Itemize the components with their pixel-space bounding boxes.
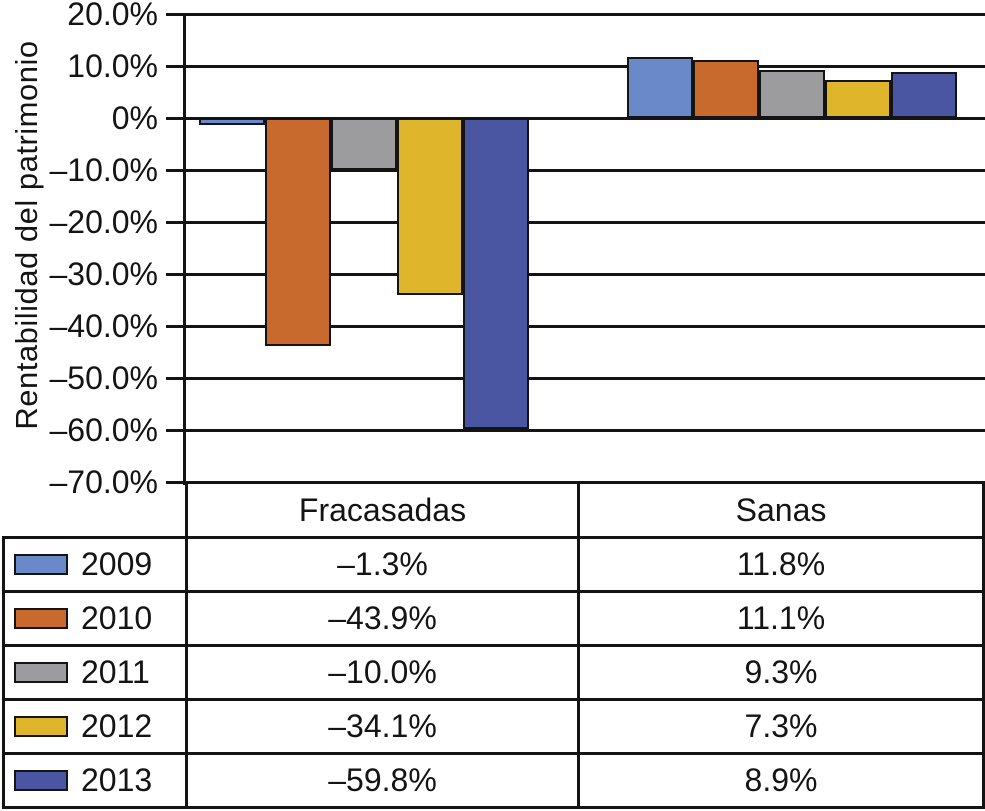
y-tick-mark	[166, 168, 183, 172]
legend-year-label: 2011	[81, 654, 150, 690]
bar-2011-fracasadas	[331, 118, 397, 170]
bar-2011-sanas	[759, 69, 825, 118]
cell-2010-fracasadas: –43.9%	[185, 590, 580, 647]
cell-2011-fracasadas: –10.0%	[185, 644, 580, 701]
legend-cell-2013: 2013	[2, 752, 188, 809]
legend-cell-2010: 2010	[2, 590, 188, 647]
y-tick-mark	[166, 428, 183, 432]
y-tick-label: 20.0%	[67, 0, 158, 32]
legend-cell-2009: 2009	[2, 536, 188, 593]
legend-year-label: 2012	[81, 708, 153, 744]
cell-2013-fracasadas: –59.8%	[185, 752, 580, 809]
bar-2012-fracasadas	[397, 118, 463, 296]
gridline-20	[183, 12, 985, 16]
legend-swatch-2009-icon	[14, 554, 68, 575]
table-row-2013: 2013 –59.8% 8.9%	[2, 752, 985, 809]
y-tick-mark	[166, 272, 183, 276]
y-tick-label: –30.0%	[49, 256, 158, 292]
table-header-fracasadas: Fracasadas	[185, 481, 580, 539]
legend-cell-2011: 2011	[2, 644, 188, 701]
table-header-row: Fracasadas Sanas	[4, 481, 985, 539]
y-tick-mark	[166, 220, 183, 224]
data-table: Fracasadas Sanas 2009 –1.3% 11.8% 2010 –…	[2, 481, 985, 809]
y-tick-label: –70.0%	[49, 464, 158, 500]
gridline--60	[183, 428, 985, 432]
legend-swatch-2013-icon	[14, 770, 68, 791]
y-tick-mark	[166, 64, 183, 68]
legend-cell-2012: 2012	[2, 698, 188, 755]
gridline--20	[183, 220, 985, 224]
bar-2013-sanas	[891, 71, 957, 118]
y-tick-label: –10.0%	[49, 152, 158, 188]
gridline--10	[183, 168, 985, 172]
y-tick-label: –50.0%	[49, 360, 158, 396]
gridline--50	[183, 376, 985, 380]
legend-year-label: 2009	[81, 546, 153, 582]
cell-2012-fracasadas: –34.1%	[185, 698, 580, 755]
gridline--70	[183, 480, 985, 484]
cell-2009-fracasadas: –1.3%	[185, 536, 580, 593]
y-tick-label: –40.0%	[49, 308, 158, 344]
gridline-10	[183, 64, 985, 68]
cell-2013-sanas: 8.9%	[577, 752, 985, 809]
y-tick-label: –60.0%	[49, 412, 158, 448]
cell-2012-sanas: 7.3%	[577, 698, 985, 755]
bar-2012-sanas	[825, 80, 891, 118]
bar-2013-fracasadas	[463, 118, 529, 429]
legend-year-label: 2013	[81, 762, 153, 798]
cell-2011-sanas: 9.3%	[577, 644, 985, 701]
gridline-0	[183, 116, 985, 120]
bar-2010-fracasadas	[265, 118, 331, 347]
legend-swatch-2010-icon	[14, 608, 68, 629]
bar-2010-sanas	[693, 60, 759, 118]
plot-area	[183, 12, 985, 484]
bar-2009-sanas	[627, 56, 693, 118]
gridline--40	[183, 324, 985, 328]
cell-2009-sanas: 11.8%	[577, 536, 985, 593]
gridline--30	[183, 272, 985, 276]
y-tick-mark	[166, 376, 183, 380]
bar-2009-fracasadas	[199, 118, 265, 125]
y-tick-label: 0%	[111, 100, 158, 136]
y-tick-mark	[166, 12, 183, 16]
legend-swatch-2012-icon	[14, 716, 68, 737]
y-tick-label: 10.0%	[67, 48, 158, 84]
y-tick-label: –20.0%	[49, 204, 158, 240]
table-row-2012: 2012 –34.1% 7.3%	[2, 698, 985, 755]
y-tick-mark	[166, 480, 183, 484]
table-row-2011: 2011 –10.0% 9.3%	[2, 644, 985, 701]
y-tick-mark	[166, 324, 183, 328]
table-row-2009: 2009 –1.3% 11.8%	[2, 536, 985, 593]
cell-2010-sanas: 11.1%	[577, 590, 985, 647]
legend-year-label: 2010	[81, 600, 153, 636]
legend-swatch-2011-icon	[14, 662, 68, 683]
y-axis-line	[183, 14, 186, 485]
table-row-2010: 2010 –43.9% 11.1%	[2, 590, 985, 647]
table-header-sanas: Sanas	[577, 481, 985, 539]
y-tick-mark	[166, 116, 183, 120]
